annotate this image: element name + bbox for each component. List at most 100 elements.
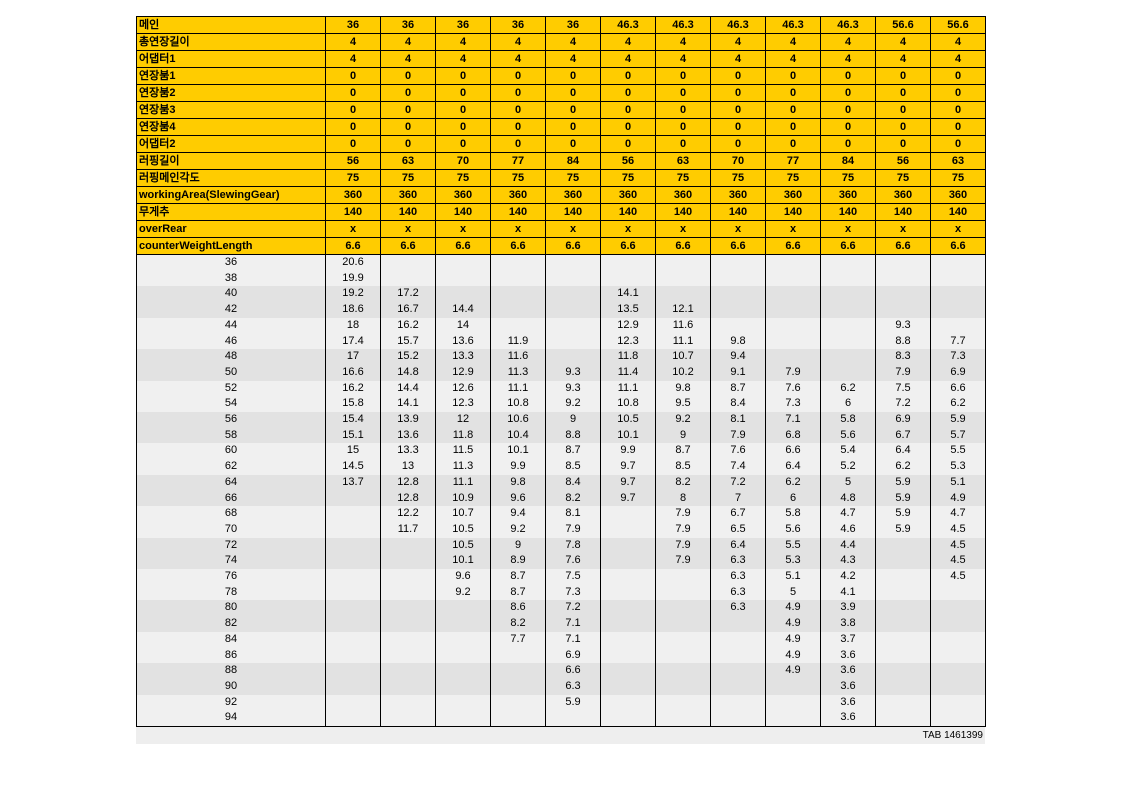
capacity-cell: 8.7 [655, 443, 711, 460]
capacity-row: 42 18.6 16.7 14.4 13.5 12.1 [136, 302, 986, 318]
config-cell: 4 [710, 33, 766, 51]
capacity-cell: 11.7 [380, 521, 436, 538]
capacity-cell: 4.9 [765, 663, 821, 679]
config-cell: 0 [600, 67, 656, 85]
capacity-row: 94 3.6 [136, 710, 986, 728]
capacity-cell [820, 270, 876, 287]
config-cell: 75 [820, 169, 876, 187]
capacity-cell: 4.8 [820, 490, 876, 507]
config-row-label: 메인 [136, 16, 326, 34]
capacity-cell: 9.4 [490, 506, 546, 522]
capacity-cell: 5.2 [820, 459, 876, 475]
capacity-cell: 6.2 [820, 380, 876, 397]
capacity-cell [930, 631, 986, 648]
capacity-cell [655, 663, 711, 679]
capacity-cell: 6.5 [710, 521, 766, 538]
capacity-data-rows: 36 20.6 38 19.9 40 19.2 17.2 14.1 42 18.6 16.7 14.4… [136, 254, 986, 728]
capacity-cell: 8.7 [710, 380, 766, 397]
radius-cell: 40 [136, 286, 326, 303]
radius-cell: 68 [136, 506, 326, 522]
capacity-cell [435, 710, 491, 728]
capacity-cell: 12 [435, 412, 491, 428]
capacity-cell [875, 694, 931, 711]
capacity-row: 48 17 15.2 13.3 11.6 11.8 10.7 9.4 8.3 7.3 [136, 349, 986, 365]
capacity-cell [545, 302, 601, 318]
config-cell: 140 [490, 203, 546, 221]
config-cell: 0 [820, 101, 876, 119]
config-cell: 140 [765, 203, 821, 221]
config-cell: 75 [875, 169, 931, 187]
capacity-cell: 16.2 [325, 380, 381, 397]
config-cell: 360 [380, 186, 436, 204]
capacity-cell: 12.2 [380, 506, 436, 522]
capacity-cell: 7.9 [545, 521, 601, 538]
capacity-row: 86 6.9 4.9 3.6 [136, 647, 986, 664]
capacity-cell: 10.8 [490, 396, 546, 413]
capacity-cell: 7.6 [545, 553, 601, 570]
config-cell: 0 [765, 84, 821, 102]
capacity-cell [765, 710, 821, 728]
capacity-cell: 10.7 [655, 349, 711, 365]
config-cell: 0 [765, 101, 821, 119]
config-row: 러핑길이 56 63 70 77 84 56 63 70 77 84 56 63 [136, 152, 986, 170]
capacity-cell [325, 537, 381, 554]
capacity-cell [600, 569, 656, 585]
capacity-row: 54 15.8 14.1 12.3 10.8 9.2 10.8 9.5 8.4 7.3 6 7.2 6.… [136, 396, 986, 413]
capacity-cell: 3.8 [820, 616, 876, 632]
radius-cell: 52 [136, 380, 326, 397]
capacity-cell: 8.8 [545, 427, 601, 444]
config-cell: 4 [600, 50, 656, 68]
capacity-row: 84 7.7 7.1 4.9 3.7 [136, 631, 986, 648]
config-cell: 0 [435, 135, 491, 153]
config-cell: x [435, 220, 491, 238]
config-cell: 84 [820, 152, 876, 170]
capacity-cell: 10.5 [435, 521, 491, 538]
config-cell: 0 [435, 84, 491, 102]
config-cell: 140 [435, 203, 491, 221]
capacity-cell [435, 270, 491, 287]
capacity-cell [875, 600, 931, 617]
capacity-cell: 10.2 [655, 364, 711, 381]
config-cell: 0 [600, 118, 656, 136]
capacity-cell: 11.1 [435, 474, 491, 491]
capacity-cell: 6.3 [710, 553, 766, 570]
capacity-cell: 5.3 [930, 459, 986, 475]
capacity-cell: 8.2 [655, 474, 711, 491]
capacity-cell: 4.7 [930, 506, 986, 522]
capacity-cell: 8.5 [545, 459, 601, 475]
capacity-cell: 6.8 [765, 427, 821, 444]
capacity-cell: 9.2 [545, 396, 601, 413]
radius-cell: 76 [136, 569, 326, 585]
capacity-cell: 4.1 [820, 584, 876, 601]
load-chart-sheet: 메인 36 36 36 36 36 46.3 46.3 46.3 46.3 46.3 56.6 56.6… [136, 16, 986, 745]
config-cell: 36 [435, 16, 491, 34]
config-cell: 56.6 [875, 16, 931, 34]
capacity-cell: 9.8 [655, 380, 711, 397]
capacity-cell: 10.1 [600, 427, 656, 444]
table-code: TAB 1461399 [922, 730, 983, 742]
capacity-cell: 3.7 [820, 631, 876, 648]
capacity-cell: 3.6 [820, 647, 876, 664]
config-cell: x [545, 220, 601, 238]
capacity-row: 82 8.2 7.1 4.9 3.8 [136, 616, 986, 632]
capacity-cell [765, 694, 821, 711]
capacity-cell: 6 [820, 396, 876, 413]
config-cell: 4 [875, 33, 931, 51]
capacity-cell [930, 302, 986, 318]
config-cell: 0 [380, 135, 436, 153]
config-cell: 4 [435, 33, 491, 51]
capacity-cell: 12.3 [435, 396, 491, 413]
config-cell: 4 [765, 50, 821, 68]
capacity-cell [820, 286, 876, 303]
capacity-cell: 15.2 [380, 349, 436, 365]
radius-cell: 46 [136, 333, 326, 350]
capacity-row: 64 13.7 12.8 11.1 9.8 8.4 9.7 8.2 7.2 6.2 5 5.9 5.1 [136, 474, 986, 491]
capacity-cell: 13.3 [380, 443, 436, 460]
config-row-label: 러핑메인각도 [136, 169, 326, 187]
capacity-cell [325, 521, 381, 538]
config-row: 어댑터1 4 4 4 4 4 4 4 4 4 4 4 4 [136, 50, 986, 68]
capacity-row: 90 6.3 3.6 [136, 678, 986, 695]
radius-cell: 86 [136, 647, 326, 664]
config-cell: 46.3 [765, 16, 821, 34]
config-cell: 0 [930, 84, 986, 102]
